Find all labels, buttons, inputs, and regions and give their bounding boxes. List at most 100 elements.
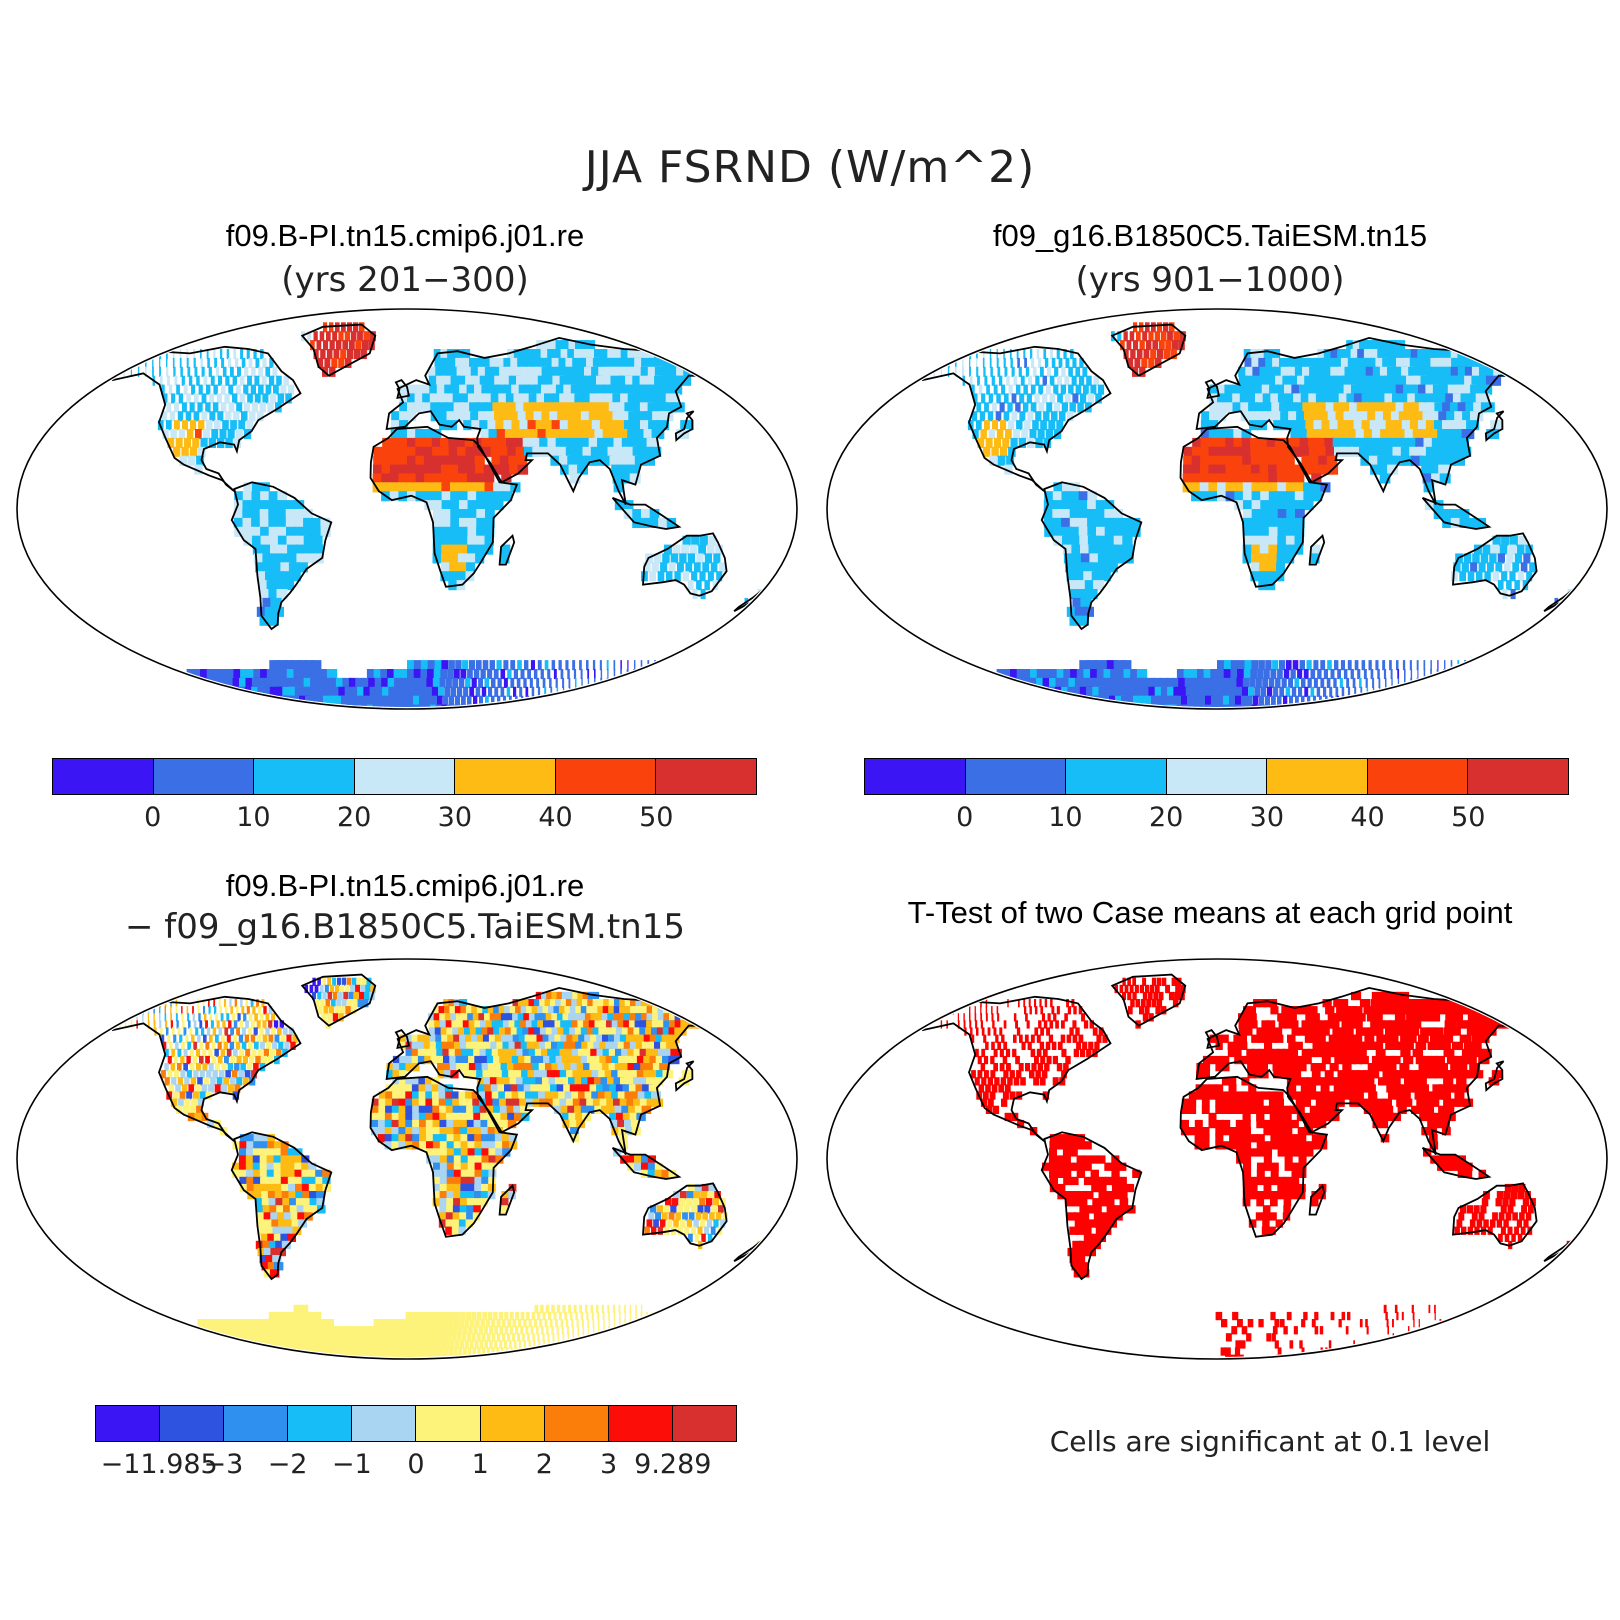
grid-cell xyxy=(474,1340,479,1349)
grid-cell xyxy=(592,1098,603,1107)
grid-cell xyxy=(468,1055,477,1065)
grid-cell xyxy=(1347,375,1360,386)
grid-cell xyxy=(457,1020,466,1029)
grid-cell xyxy=(453,1141,462,1150)
grid-cell xyxy=(458,704,464,707)
grid-cell xyxy=(1042,393,1048,404)
grid-cell xyxy=(466,1198,475,1207)
grid-cell xyxy=(1043,509,1054,520)
grid-cell xyxy=(1080,393,1087,404)
grid-cell xyxy=(496,1333,501,1342)
grid-cell xyxy=(313,669,325,680)
grid-cell xyxy=(260,1326,271,1335)
grid-cell xyxy=(1217,429,1227,440)
grid-cell xyxy=(259,402,266,413)
grid-cell xyxy=(392,1077,400,1086)
grid-cell xyxy=(1100,571,1111,582)
grid-cell xyxy=(309,984,314,994)
grid-cell xyxy=(942,686,961,697)
grid-cell xyxy=(1451,509,1461,520)
grid-cell xyxy=(552,1333,555,1342)
grid-cell xyxy=(1297,375,1308,386)
grid-cell xyxy=(438,686,445,697)
grid-cell xyxy=(370,984,376,994)
grid-cell xyxy=(1121,526,1133,537)
grid-cell xyxy=(466,1333,471,1342)
grid-cell xyxy=(260,349,264,360)
grid-cell xyxy=(620,1340,624,1349)
grid-cell xyxy=(445,1212,454,1221)
grid-cell xyxy=(1286,526,1296,537)
grid-cell xyxy=(1383,349,1398,360)
grid-cell xyxy=(274,1183,283,1193)
grid-cell xyxy=(432,677,440,688)
grid-cell xyxy=(536,393,548,404)
grid-cell xyxy=(668,677,674,688)
grid-cell xyxy=(652,384,667,395)
grid-cell xyxy=(1273,686,1279,697)
grid-cell xyxy=(933,357,936,368)
grid-cell xyxy=(449,1006,458,1015)
grid-cell xyxy=(1384,375,1397,386)
grid-cell xyxy=(181,1084,188,1093)
grid-cell xyxy=(1449,669,1452,680)
grid-cell xyxy=(591,366,605,377)
grid-cell xyxy=(1007,402,1013,413)
grid-cell xyxy=(221,1063,227,1072)
grid-cell xyxy=(412,1127,421,1136)
grid-cell xyxy=(1018,366,1022,377)
grid-cell xyxy=(534,1048,545,1058)
grid-cell xyxy=(1292,357,1304,368)
grid-cell xyxy=(455,1055,464,1065)
grid-cell xyxy=(1013,695,1029,706)
grid-cell xyxy=(1058,411,1066,422)
grid-cell xyxy=(196,1063,201,1072)
grid-cell xyxy=(224,999,227,1008)
grid-cell xyxy=(548,366,561,377)
grid-cell xyxy=(534,1027,544,1036)
grid-cell xyxy=(238,1155,247,1164)
grid-cell xyxy=(651,1048,664,1058)
grid-cell xyxy=(160,1340,174,1349)
grid-cell xyxy=(475,544,485,555)
grid-cell xyxy=(181,402,187,413)
grid-cell xyxy=(466,562,476,573)
grid-cell xyxy=(983,695,1000,706)
grid-cell xyxy=(618,1055,629,1065)
grid-cell xyxy=(295,1198,305,1207)
grid-cell xyxy=(661,1169,670,1178)
grid-cell xyxy=(678,669,682,680)
grid-cell xyxy=(565,1048,576,1058)
grid-cell xyxy=(236,1027,240,1036)
grid-cell xyxy=(1490,420,1504,431)
grid-cell xyxy=(1232,393,1242,404)
grid-cell xyxy=(166,1326,180,1335)
grid-cell xyxy=(1470,411,1484,422)
grid-cell xyxy=(1003,411,1010,422)
grid-cell xyxy=(411,1311,418,1321)
grid-cell xyxy=(1265,660,1272,671)
grid-cell xyxy=(240,349,243,360)
grid-cell xyxy=(189,402,195,413)
grid-cell xyxy=(413,695,420,706)
grid-cell xyxy=(130,366,132,377)
grid-cell xyxy=(697,366,714,377)
grid-cell xyxy=(1327,357,1339,368)
grid-cell xyxy=(198,1013,201,1022)
grid-cell xyxy=(612,1304,615,1314)
grid-cell xyxy=(432,491,443,502)
grid-cell xyxy=(390,446,400,457)
grid-cell xyxy=(1326,704,1329,707)
grid-cell xyxy=(433,1006,441,1015)
grid-cell xyxy=(1299,660,1305,671)
grid-cell xyxy=(1246,375,1256,386)
grid-cell xyxy=(1119,704,1131,707)
grid-cell xyxy=(487,1027,496,1036)
grid-cell xyxy=(1225,482,1236,493)
grid-cell xyxy=(620,393,634,404)
grid-cell xyxy=(459,384,470,395)
grid-cell xyxy=(680,1219,686,1228)
grid-cell xyxy=(233,509,244,520)
grid-cell xyxy=(1255,393,1265,404)
grid-cell xyxy=(978,677,994,688)
